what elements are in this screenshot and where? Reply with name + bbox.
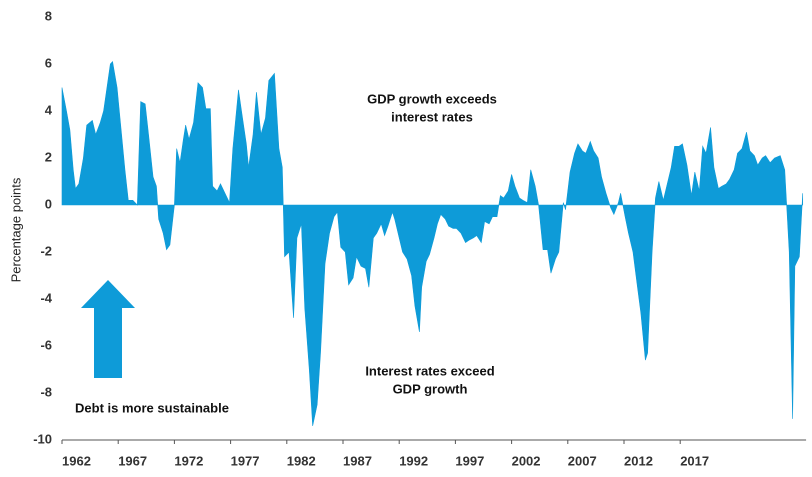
y-axis-title: Percentage points — [8, 177, 23, 282]
y-tick-label: -6 — [40, 337, 52, 352]
y-tick-label: -2 — [40, 243, 52, 258]
x-tick-label: 1967 — [118, 453, 147, 468]
y-tick-label: 2 — [45, 149, 52, 164]
x-tick-label: 1997 — [455, 453, 484, 468]
y-tick-label: 6 — [45, 55, 52, 70]
x-tick-label: 2007 — [568, 453, 597, 468]
y-tick-label: 0 — [45, 196, 52, 211]
x-tick-label: 1962 — [62, 453, 91, 468]
x-tick-label: 2017 — [680, 453, 709, 468]
annotation: interest rates — [391, 109, 473, 124]
y-tick-label: -10 — [33, 431, 52, 446]
y-tick-label: -8 — [40, 384, 52, 399]
x-tick-label: 2012 — [624, 453, 653, 468]
annotation: GDP growth exceeds — [367, 91, 497, 106]
x-tick-label: 1977 — [231, 453, 260, 468]
annotation: Debt is more sustainable — [75, 400, 229, 415]
y-tick-label: -4 — [40, 290, 52, 305]
annotation: GDP growth — [393, 381, 468, 396]
annotation: Interest rates exceed — [365, 363, 494, 378]
up-arrow — [81, 280, 135, 378]
x-tick-label: 1987 — [343, 453, 372, 468]
x-tick-label: 1992 — [399, 453, 428, 468]
x-tick-label: 2002 — [512, 453, 541, 468]
x-tick-label: 1972 — [174, 453, 203, 468]
y-tick-label: 4 — [45, 102, 53, 117]
y-tick-label: 8 — [45, 8, 52, 23]
x-tick-label: 1982 — [287, 453, 316, 468]
area — [61, 61, 804, 426]
